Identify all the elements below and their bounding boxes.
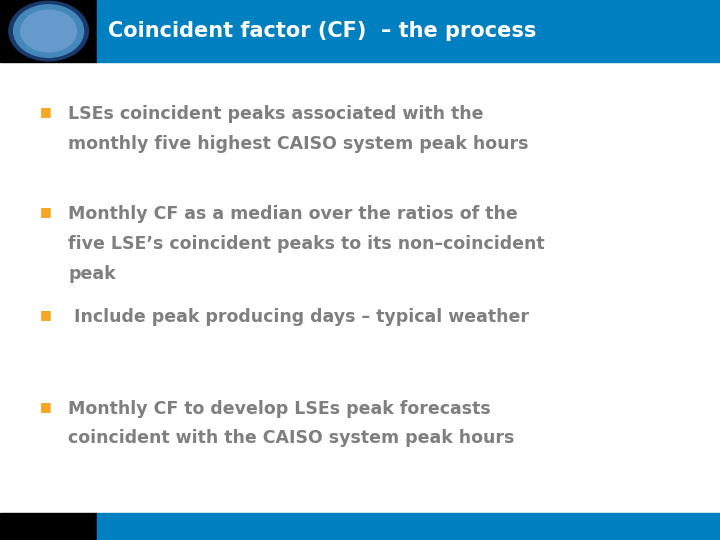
Text: ■: ■	[40, 105, 51, 118]
Bar	[97, 0, 720, 62]
Text: five LSE’s coincident peaks to its non–coincident: five LSE’s coincident peaks to its non–c…	[68, 235, 545, 253]
Text: ■: ■	[40, 400, 51, 413]
Text: Monthly CF as a median over the ratios of the: Monthly CF as a median over the ratios o…	[68, 205, 518, 223]
Text: monthly five highest CAISO system peak hours: monthly five highest CAISO system peak h…	[68, 135, 529, 153]
Bar	[0, 513, 97, 540]
Bar	[97, 513, 720, 540]
Circle shape	[21, 10, 76, 52]
Circle shape	[14, 5, 84, 57]
Text: Include peak producing days – typical weather: Include peak producing days – typical we…	[68, 308, 529, 326]
Text: Monthly CF to develop LSEs peak forecasts: Monthly CF to develop LSEs peak forecast…	[68, 400, 491, 417]
Text: Coincident factor (CF)  – the process: Coincident factor (CF) – the process	[108, 21, 536, 41]
Text: coincident with the CAISO system peak hours: coincident with the CAISO system peak ho…	[68, 429, 515, 447]
Text: ■: ■	[40, 205, 51, 218]
Circle shape	[9, 1, 89, 61]
Text: ■: ■	[40, 308, 51, 321]
Bar	[0, 0, 97, 62]
Text: LSEs coincident peaks associated with the: LSEs coincident peaks associated with th…	[68, 105, 484, 123]
Text: peak: peak	[68, 265, 116, 282]
